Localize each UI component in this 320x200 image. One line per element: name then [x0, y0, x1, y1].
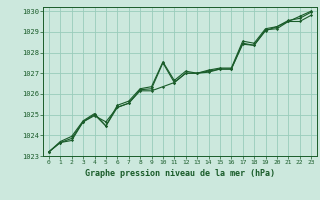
X-axis label: Graphe pression niveau de la mer (hPa): Graphe pression niveau de la mer (hPa) [85, 169, 275, 178]
